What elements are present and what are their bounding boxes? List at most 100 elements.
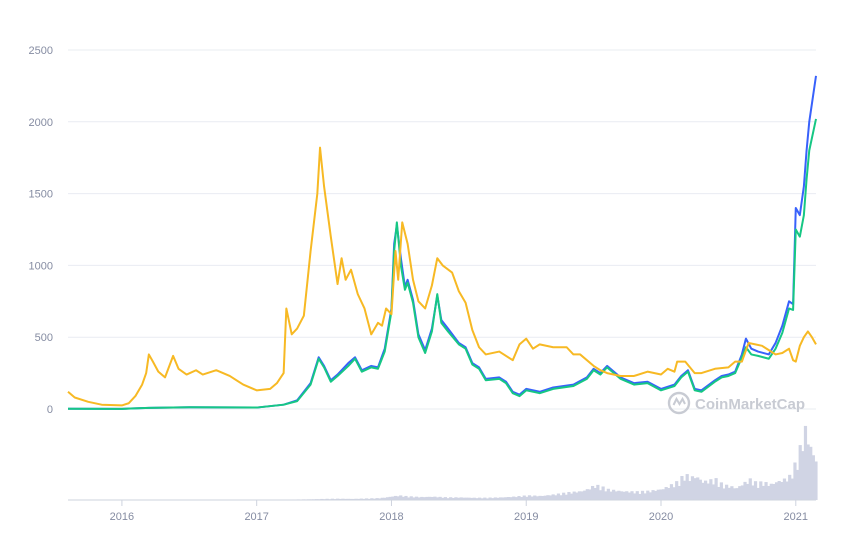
volume-bar [764,482,768,500]
volume-bar [354,498,358,500]
volume-bar [393,495,398,500]
volume-bar [625,491,629,500]
volume-bar [533,495,537,500]
volume-bar [577,491,582,500]
volume-bar [627,492,631,500]
volume-bar [499,497,503,500]
volume-bar [417,497,421,500]
volume-bar [612,489,616,500]
volume-bar [514,497,518,500]
x-tick-label-2020: 2020 [649,511,673,523]
volume-bar [527,495,532,500]
volume-bar [559,495,563,500]
volume-bar [811,455,815,500]
volume-bar [640,490,645,500]
volume-bar [464,497,469,500]
x-tick-label-2016: 2016 [110,511,134,523]
volume-bar [336,498,340,500]
volume-bar [651,490,655,500]
volume-bar [446,498,450,500]
volume-bar [470,497,474,500]
volume-bar [556,493,561,500]
volume-bar [430,496,434,500]
volume-bar [793,462,797,500]
volume-bar [396,496,400,500]
volume-bar [564,494,568,500]
volume-bar [617,490,621,500]
volume-bar [351,498,356,500]
volume-bar [769,483,773,500]
x-tick-label-2018: 2018 [379,511,403,523]
volume-bar [433,496,437,500]
coinmarketcap-logo-icon [667,391,691,415]
volume-bar [488,497,492,500]
grid-lines [68,49,816,410]
volume-bar [509,497,513,500]
volume-bar [443,497,448,500]
volume-bar [562,492,566,500]
volume-bar [753,481,758,500]
volume-bar [630,491,634,500]
volume-bar [388,496,392,500]
volume-bar [774,482,779,500]
volume-bar [399,495,403,500]
volume-bar [609,491,613,500]
volume-bar [585,489,589,500]
volume-bar [672,487,676,500]
volume-bar [420,496,424,500]
volume-bar [688,481,692,500]
volume-bar [654,490,658,500]
y-tick-label-1000: 1000 [29,260,53,272]
volume-bar [761,485,766,500]
volume-bar [543,495,547,500]
volume-bar [357,498,361,500]
volume-bar [435,497,440,500]
volume-bar [772,483,776,500]
volume-bar [346,498,350,500]
volume-bar [480,498,484,500]
volume-bar [606,488,610,500]
volume-bar [362,498,366,500]
volume-bar [588,489,592,500]
volume-bar [428,496,432,500]
volume-bar [512,496,516,500]
volume-bar [748,478,752,500]
volume-bar [667,488,671,500]
volume-bar [349,498,353,500]
volume-bar [701,482,705,500]
volume-bar [477,497,482,500]
volume-bar [320,498,324,500]
volume-bar [714,478,718,500]
volume-bar [638,493,642,500]
y-tick-label-2000: 2000 [29,117,53,129]
volume-bar [425,496,429,500]
volume-bar [372,498,377,500]
volume-bar [717,486,721,500]
watermark-text: CoinMarketCap [695,396,805,413]
volume-bar [725,484,729,500]
volume-bar [449,497,453,500]
volume-bar [535,496,539,500]
volume-bar [722,488,726,500]
volume-bar [698,479,702,500]
y-tick-label-0: 0 [47,404,53,416]
volume-bar [751,485,755,500]
volume-bar [567,491,571,500]
volume-bar [593,487,597,500]
volume-bar [583,490,587,500]
volume-bar [709,479,713,500]
volume-bar [704,480,708,500]
volume-bar [575,492,579,500]
y-tick-label-1500: 1500 [29,189,53,201]
volume-bar [364,498,369,500]
volume-bar [491,498,495,500]
volume-bar [643,493,647,500]
volume-bar [380,497,384,500]
volume-bar [719,482,723,500]
volume-bar [522,495,526,500]
volume-bar [795,469,800,500]
x-tick-label-2019: 2019 [514,511,538,523]
volume-bar [746,483,750,500]
volume-bar [619,491,624,500]
